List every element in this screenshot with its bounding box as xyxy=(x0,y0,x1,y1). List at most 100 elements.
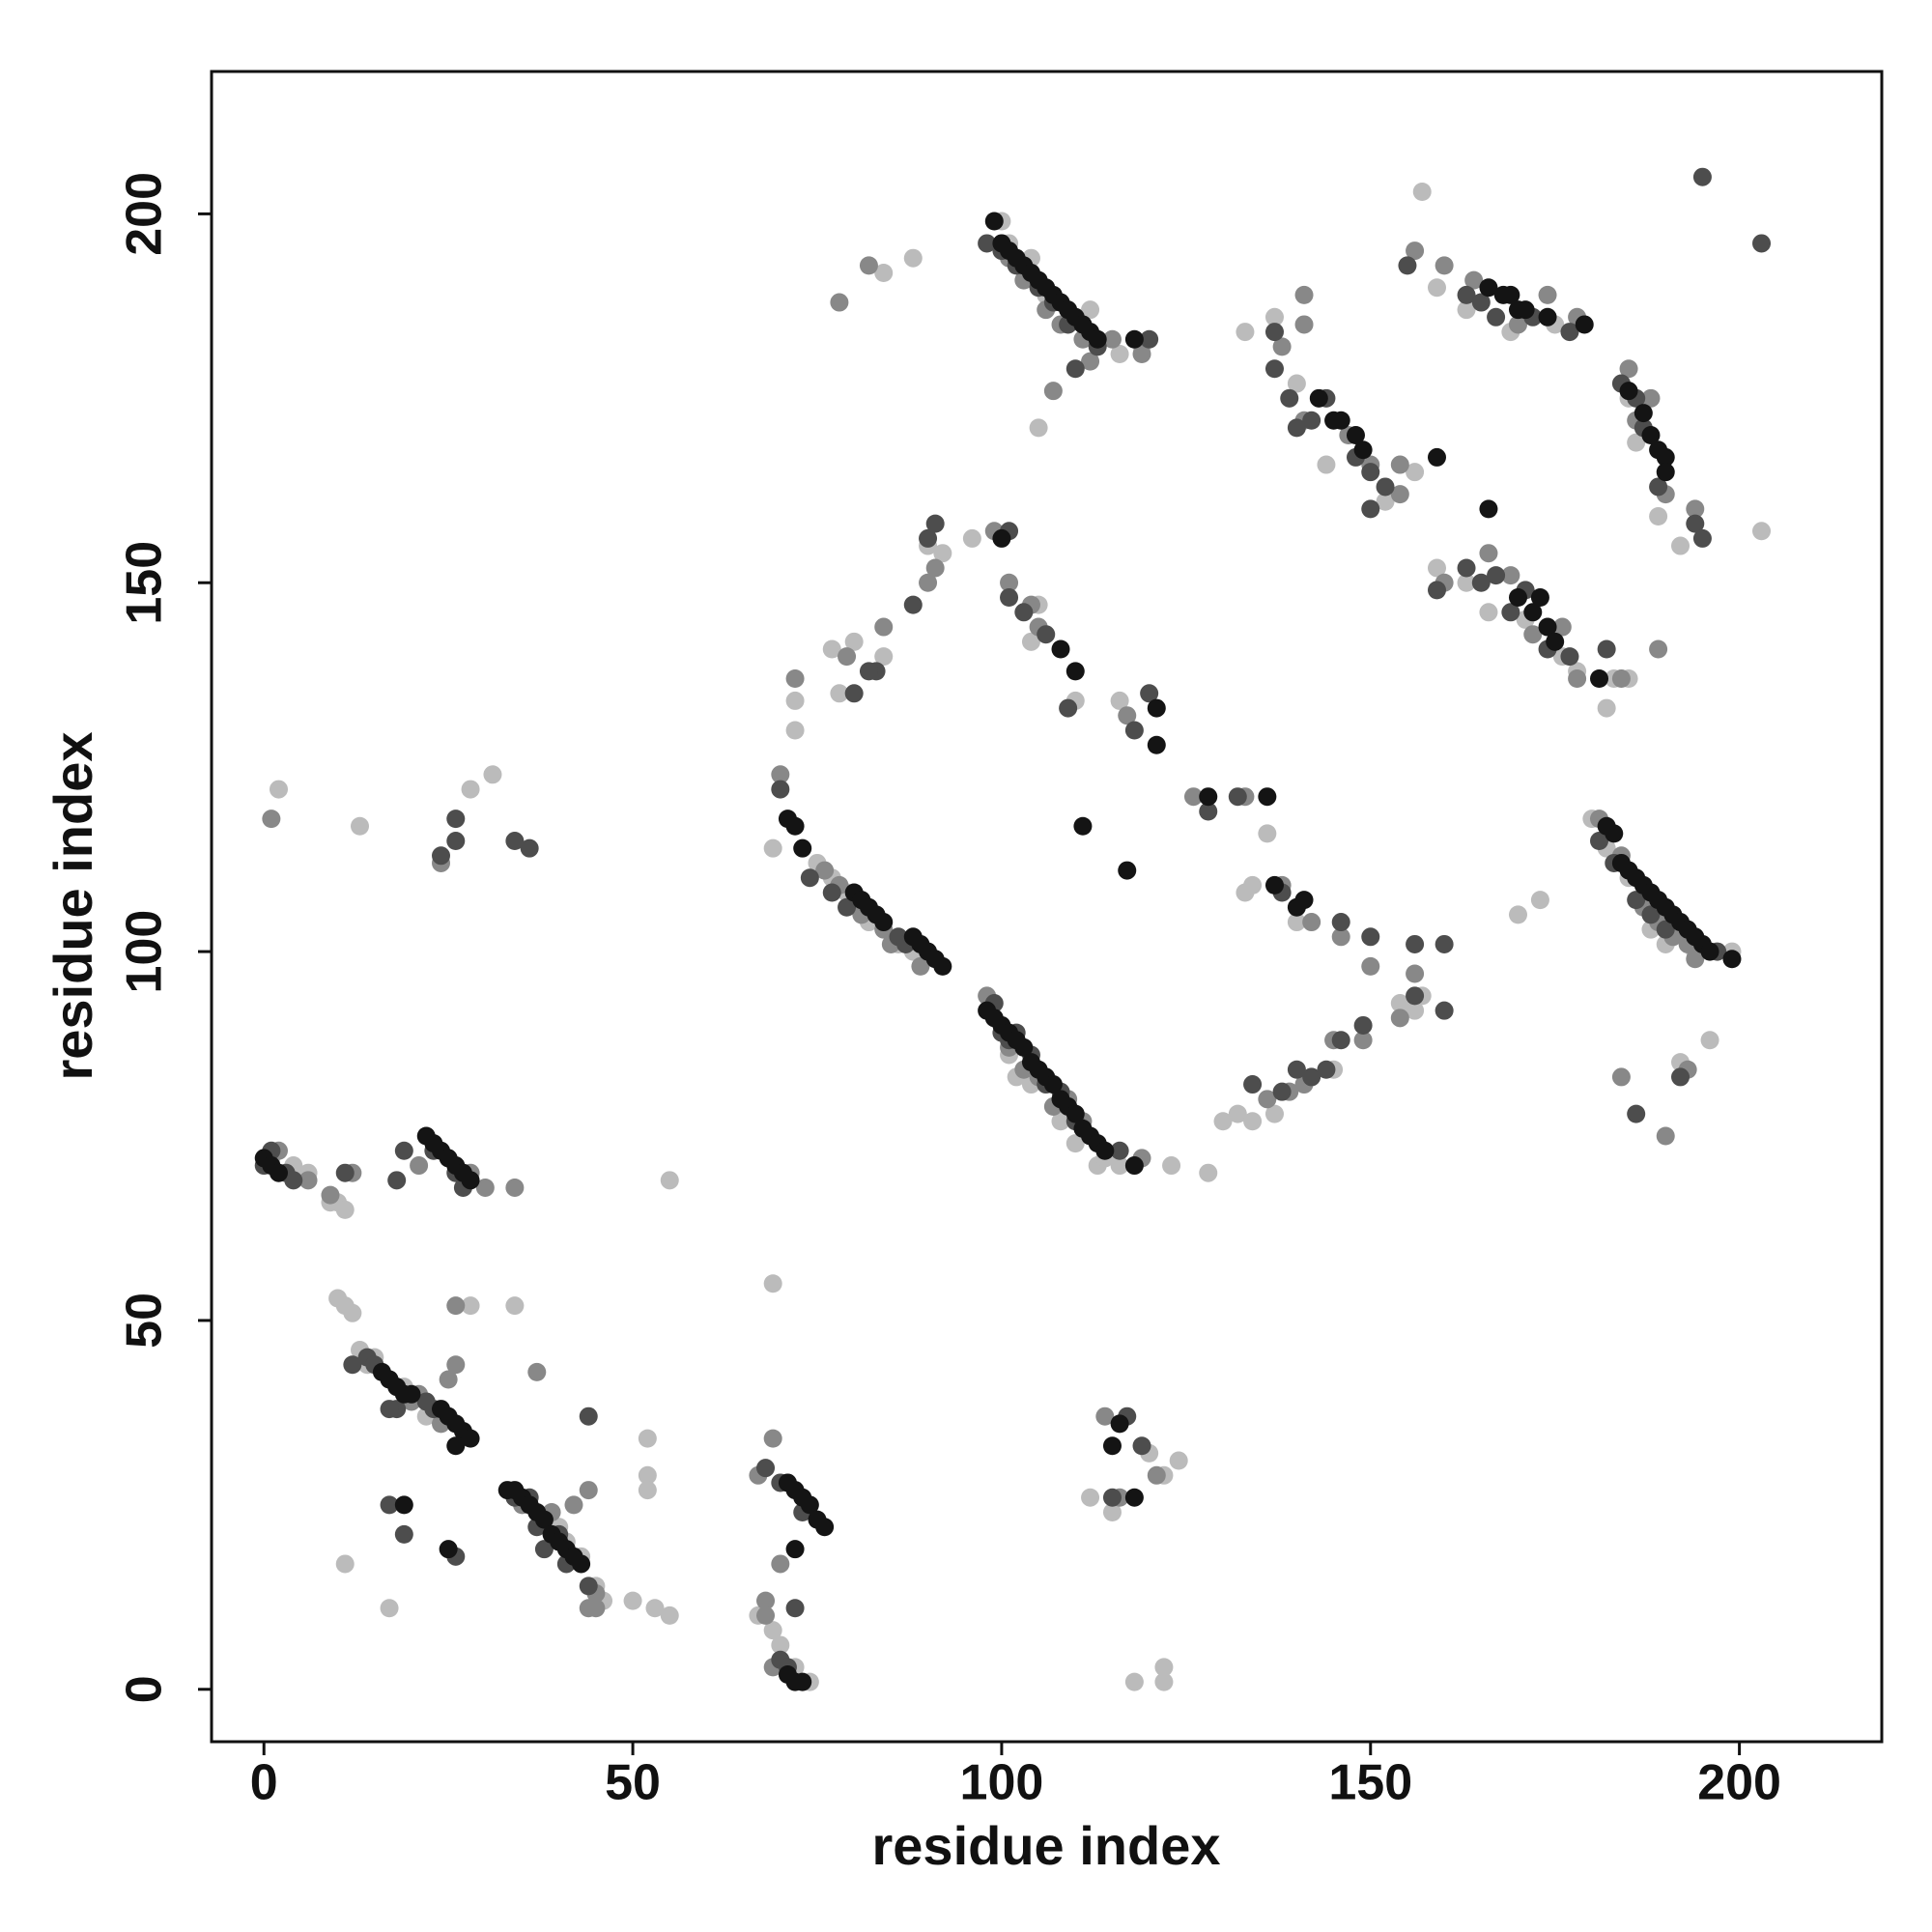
point xyxy=(579,1577,598,1596)
point xyxy=(1692,528,1712,548)
point xyxy=(1199,1163,1218,1182)
point xyxy=(1406,1001,1425,1020)
point xyxy=(1081,352,1100,371)
point xyxy=(394,1495,413,1515)
x-tick-label: 100 xyxy=(960,1755,1044,1811)
point xyxy=(394,1141,413,1160)
point xyxy=(925,514,945,533)
point xyxy=(1530,891,1549,910)
point xyxy=(1272,337,1292,356)
y-tick-label: 0 xyxy=(117,1675,173,1703)
point xyxy=(1118,706,1137,725)
point xyxy=(1479,278,1498,298)
point xyxy=(1000,588,1019,608)
point xyxy=(1361,463,1380,482)
point xyxy=(1132,344,1151,363)
point xyxy=(1686,514,1705,533)
y-tick-label: 50 xyxy=(117,1293,173,1349)
point xyxy=(1110,1414,1129,1434)
point xyxy=(579,1406,598,1426)
point xyxy=(1686,950,1705,969)
point xyxy=(1021,632,1040,651)
point xyxy=(343,1355,362,1375)
point xyxy=(1140,684,1159,703)
y-axis-label: residue index xyxy=(43,731,103,1080)
point xyxy=(1154,1658,1174,1677)
point xyxy=(1457,285,1476,304)
point xyxy=(838,647,857,667)
point xyxy=(838,897,857,917)
point xyxy=(1294,315,1314,334)
point xyxy=(505,1296,525,1316)
point xyxy=(1457,558,1476,578)
point xyxy=(1605,824,1624,843)
point xyxy=(638,1429,657,1448)
point xyxy=(1287,418,1306,438)
point xyxy=(793,1672,812,1691)
point xyxy=(1102,1502,1122,1521)
point xyxy=(1236,323,1255,342)
point xyxy=(380,1400,399,1419)
x-tick-label: 0 xyxy=(250,1755,278,1811)
point xyxy=(1508,905,1527,924)
point xyxy=(262,810,281,829)
point xyxy=(446,1296,466,1316)
point xyxy=(1243,1075,1263,1094)
point xyxy=(321,1185,340,1205)
point xyxy=(933,956,952,976)
point xyxy=(815,861,835,880)
point xyxy=(1649,477,1668,497)
point xyxy=(1065,359,1085,379)
point xyxy=(1538,617,1557,637)
point xyxy=(874,647,894,667)
point xyxy=(1523,625,1543,644)
point xyxy=(638,1465,657,1485)
point xyxy=(919,573,938,592)
point xyxy=(402,1384,421,1404)
point xyxy=(1317,1060,1336,1079)
point xyxy=(844,684,864,703)
point xyxy=(1752,234,1772,253)
point xyxy=(1656,920,1675,939)
x-tick-label: 200 xyxy=(1697,1755,1781,1811)
point xyxy=(1309,388,1328,408)
point xyxy=(903,595,923,614)
point xyxy=(962,528,981,548)
point xyxy=(874,263,894,282)
point xyxy=(1065,662,1085,681)
point xyxy=(1406,964,1425,983)
point xyxy=(527,1362,547,1381)
point xyxy=(351,816,370,836)
point xyxy=(645,1599,665,1618)
point xyxy=(874,913,894,932)
point xyxy=(534,1510,554,1529)
point xyxy=(1081,300,1100,320)
point xyxy=(446,810,466,829)
point xyxy=(1692,167,1712,186)
point xyxy=(800,868,819,888)
point xyxy=(859,256,878,275)
point xyxy=(1752,522,1772,541)
point xyxy=(1102,329,1122,349)
point xyxy=(984,212,1004,231)
point xyxy=(1435,256,1454,275)
point xyxy=(1435,1001,1454,1020)
point xyxy=(1611,669,1631,689)
point xyxy=(1427,278,1446,298)
point xyxy=(1102,1488,1122,1507)
point xyxy=(1656,463,1675,482)
point xyxy=(1132,1436,1151,1456)
point xyxy=(1627,433,1646,452)
point xyxy=(1568,669,1587,689)
point xyxy=(1501,566,1520,585)
point xyxy=(1043,1075,1063,1094)
point xyxy=(1264,875,1284,895)
point xyxy=(564,1495,583,1515)
point xyxy=(1051,639,1070,659)
point xyxy=(1361,499,1380,519)
point xyxy=(1376,492,1395,511)
point xyxy=(269,780,288,799)
point xyxy=(1627,891,1646,910)
point xyxy=(1619,382,1638,401)
point xyxy=(1183,787,1203,807)
